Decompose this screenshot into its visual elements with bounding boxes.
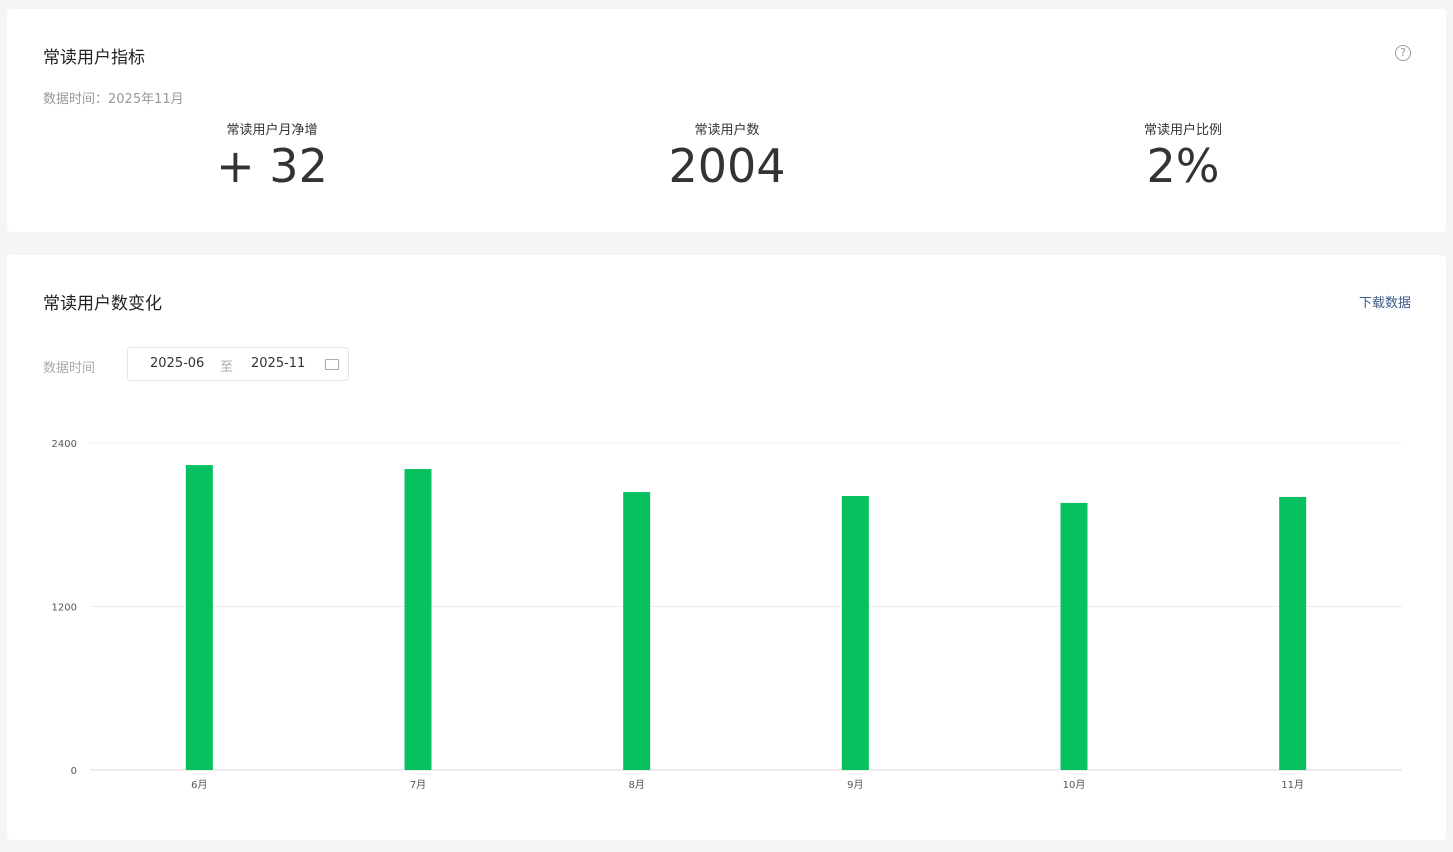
date-range-picker[interactable]: 2025-06 至 2025-11 [127,347,349,381]
question-circle-icon[interactable]: ? [1395,45,1411,61]
stat-net-growth: 常读用户月净增 + 32 [122,119,422,192]
metrics-card: 常读用户指标 ? 数据时间：2025年11月 常读用户月净增 + 32 常读用户数… [7,9,1446,232]
stat-label: 常读用户月净增 [226,123,318,138]
bar [841,496,869,770]
bar [1279,496,1307,770]
download-data-link[interactable]: 下载数据 [1358,296,1411,311]
range-separator: 至 [220,360,234,375]
stat-value: + 32 [216,139,328,193]
y-tick-label: 1200 [52,603,77,614]
stat-label: 常读用户数 [694,123,760,138]
stat-user-ratio: 常读用户比例 2% [1033,119,1333,192]
stat-label: 常读用户比例 [1143,123,1222,138]
x-tick-label: 10月 [1063,779,1086,791]
stat-user-count: 常读用户数 2004 [577,119,877,192]
stat-value: 2% [1146,139,1220,193]
data-time: 数据时间：2025年11月 [43,92,184,107]
x-tick-label: 6月 [191,779,207,791]
stat-value: 2004 [668,139,786,193]
date-label: 数据时间 [43,361,96,376]
bar [1060,502,1088,770]
end-date[interactable]: 2025-11 [251,356,306,371]
bar [623,492,651,770]
x-tick-label: 8月 [628,779,644,791]
x-tick-label: 11月 [1281,779,1304,791]
metrics-title: 常读用户指标 [43,48,145,68]
trend-card: 常读用户数变化 下载数据 数据时间 2025-06 至 2025-11 [7,255,1446,840]
bar [185,465,213,770]
y-tick-label: 2400 [52,439,77,450]
bar [404,469,432,770]
y-tick-label: 0 [71,766,77,777]
calendar-icon[interactable] [325,359,339,370]
x-tick-label: 7月 [410,779,426,791]
trend-title: 常读用户数变化 [43,294,162,314]
start-date[interactable]: 2025-06 [150,356,205,371]
x-tick-label: 9月 [847,779,863,791]
